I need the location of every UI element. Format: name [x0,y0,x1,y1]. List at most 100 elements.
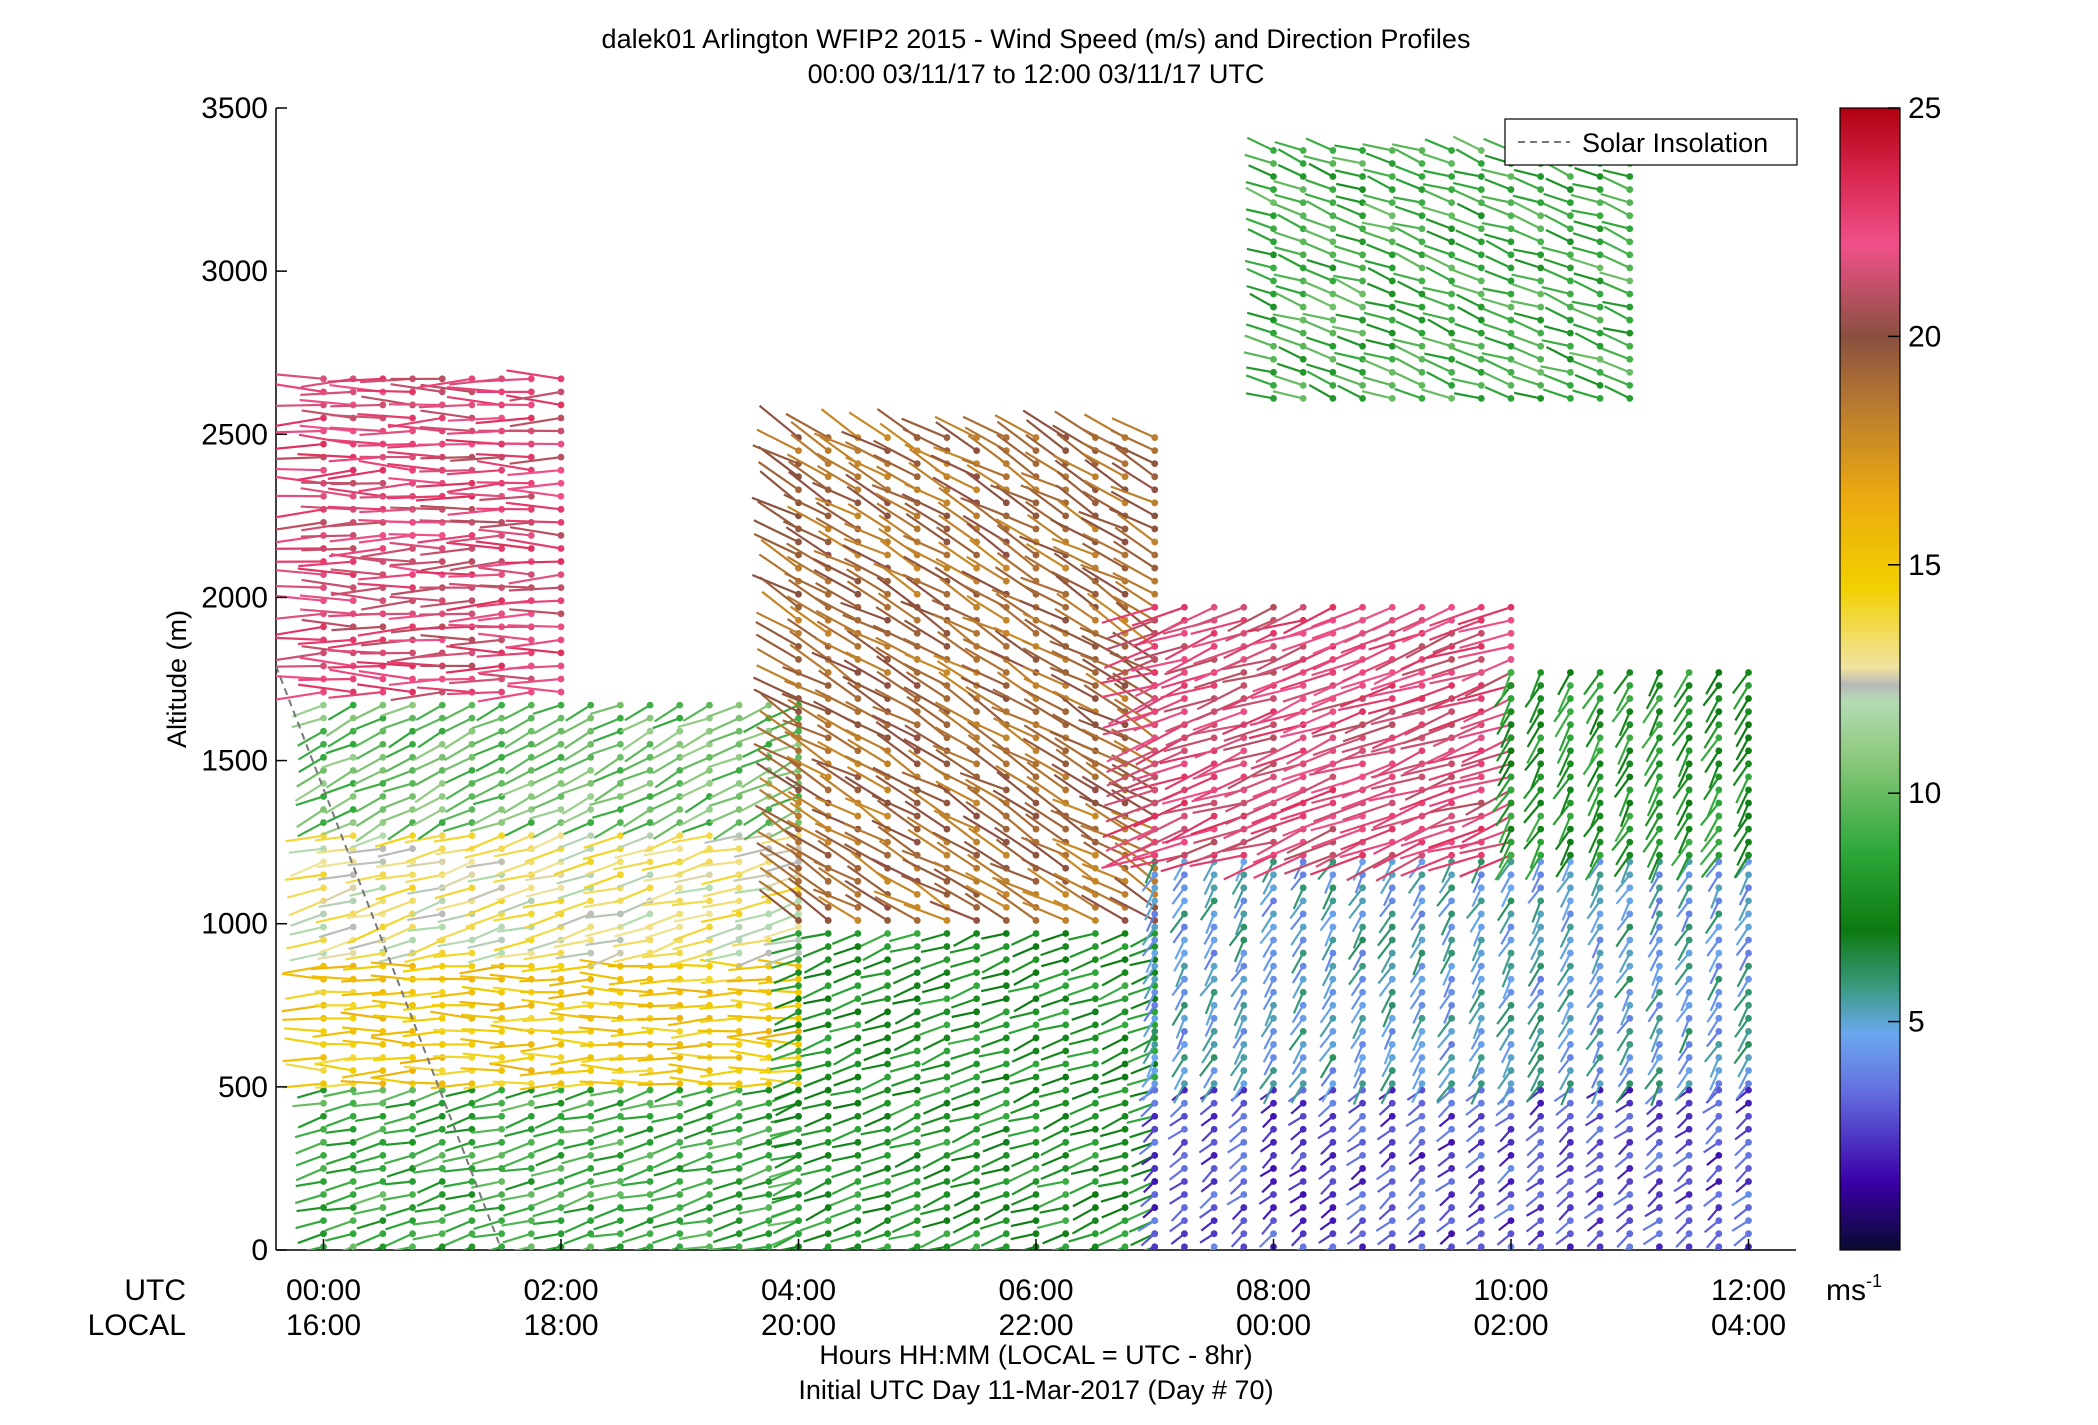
wind-barb-shaft [444,717,473,733]
wind-barb-shaft [360,651,413,655]
wind-barb-dot [557,1014,565,1022]
wind-barb-dot [438,1138,446,1146]
wind-barb-shaft [889,1141,918,1149]
wind-barb-dot [646,1243,654,1250]
wind-barb-dot [320,766,327,774]
wind-barb-shaft [406,860,443,868]
wind-barb-shaft [1040,945,1067,957]
wind-barb-dot [1181,975,1188,983]
wind-barb-shaft [871,858,918,883]
wind-barb-shaft [840,601,888,622]
wind-barb-shaft [637,1004,680,1008]
wind-barb-shaft [419,612,472,616]
wind-barb-shaft [772,1076,799,1089]
wind-barb-shaft [673,873,710,884]
wind-barb-dot [409,1125,416,1133]
wind-barb-dot [973,982,981,990]
wind-barb-dot [943,1125,951,1133]
wind-barb-dot [1448,975,1456,983]
wind-barb-shaft [1069,997,1096,1006]
wind-barb-shaft [783,493,829,517]
wind-barb-dot [1448,962,1456,970]
wind-barb-dot [527,753,535,761]
wind-barb-shaft [996,551,1037,583]
wind-barb-dot [1685,1138,1693,1146]
wind-barb-shaft [592,769,621,783]
wind-barb-shaft [443,821,473,833]
wind-barb-dot [349,532,357,539]
wind-barb-shaft [591,808,621,819]
wind-barb-shaft [295,795,324,807]
wind-barb-dot [1032,1151,1040,1159]
wind-barb-shaft [297,1232,324,1245]
wind-barb-shaft [741,1193,770,1201]
wind-barb-dot [468,649,476,657]
wind-barb-dot [468,988,476,996]
wind-barb-shaft [549,978,591,987]
wind-barb-dot [1329,1151,1337,1159]
wind-barb-dot [913,1112,921,1120]
wind-barb-shaft [863,958,888,970]
wind-barb-dot [438,766,446,774]
wind-barb-shaft [864,1115,889,1128]
wind-barb-dot [1299,1217,1307,1225]
wind-barb-shaft [786,453,829,478]
wind-barb-dot [943,890,951,898]
wind-barb-shaft [579,1080,621,1085]
wind-barb-shaft [965,800,1007,831]
wind-barb-dot [884,616,891,624]
wind-barb-dot [646,1125,654,1133]
wind-barb-shaft [444,743,473,762]
wind-barb-dot [854,890,862,898]
wind-barb-dot [1121,1138,1129,1146]
wind-barb-dot [1329,936,1337,944]
wind-barb-shaft [880,746,918,778]
wind-barb-shaft [763,847,799,858]
wind-barb-dot [468,532,476,539]
wind-barb-dot [1181,1112,1188,1120]
wind-barb-shaft [472,1232,502,1239]
wind-barb-shaft [624,704,651,722]
wind-barb-dot [1121,473,1129,481]
wind-barb-dot [557,949,565,957]
wind-barb-dot [1477,1204,1485,1211]
wind-barb-dot [646,714,654,722]
wind-barb-dot [438,949,446,957]
wind-barb-dot [1151,656,1159,663]
wind-barb-shaft [862,1089,888,1101]
wind-barb-shaft [358,573,413,581]
wind-barb-shaft [520,1043,562,1053]
wind-barb-dot [379,1086,387,1094]
wind-barb-dot [468,1204,476,1211]
wind-barb-shaft [493,938,532,952]
wind-barb-dot [884,982,891,990]
wind-barb-shaft [862,1102,889,1116]
wind-barb-shaft [382,795,413,810]
wind-barb-dot [1032,1178,1040,1185]
wind-barb-shaft [506,538,562,550]
wind-barb-dot [1032,1008,1040,1016]
wind-barb-dot [973,1138,981,1146]
wind-barb-dot [1240,1027,1248,1035]
wind-barb-shaft [533,730,562,748]
wind-barb-dot [1448,1243,1456,1250]
wind-barb-dot [1656,923,1663,931]
wind-barb-shaft [297,453,354,459]
wind-barb-dot [706,897,713,905]
wind-barb-dot [1240,1165,1248,1172]
wind-barb-dot [1299,988,1307,996]
wind-barb-shaft [433,1028,472,1033]
wind-barb-dot [884,943,891,950]
wind-barb-dot [913,1099,921,1107]
wind-barb-dot [1210,897,1218,905]
wind-barb-shaft [756,648,800,674]
wind-barb-shaft [562,756,592,771]
wind-barb-dot [1656,1067,1663,1074]
wind-barb-dot [1656,884,1663,892]
wind-barb-shaft [1098,1167,1126,1177]
wind-barb-dot [973,851,981,859]
wind-barb-shaft [530,1167,562,1177]
wind-barb-dot [706,962,713,970]
wind-barb-shaft [383,1115,413,1126]
wind-barb-dot [913,629,921,637]
